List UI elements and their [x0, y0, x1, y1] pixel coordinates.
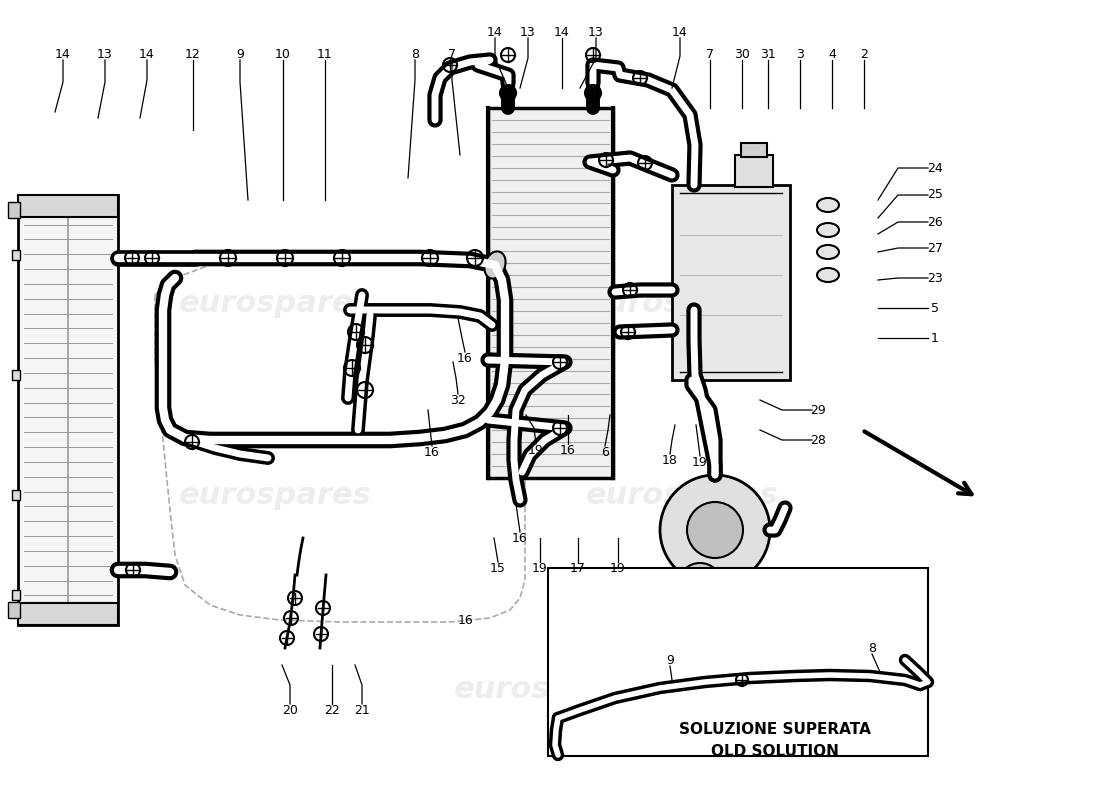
Text: 3: 3 — [796, 47, 804, 61]
Text: 16: 16 — [458, 351, 473, 365]
Circle shape — [660, 475, 770, 585]
Text: 28: 28 — [810, 434, 826, 446]
Text: 5: 5 — [931, 302, 939, 314]
Circle shape — [678, 563, 722, 607]
Text: 21: 21 — [354, 703, 370, 717]
Text: 4: 4 — [828, 47, 836, 61]
Text: 30: 30 — [734, 47, 750, 61]
Text: 23: 23 — [927, 271, 943, 285]
Bar — [548, 568, 928, 756]
Text: OLD SOLUTION: OLD SOLUTION — [711, 745, 839, 759]
Text: 11: 11 — [317, 47, 333, 61]
Text: eurospares: eurospares — [585, 290, 779, 318]
Ellipse shape — [484, 251, 506, 278]
Ellipse shape — [817, 223, 839, 237]
Bar — [12, 250, 20, 260]
Text: 14: 14 — [672, 26, 688, 38]
Text: 29: 29 — [810, 403, 826, 417]
Text: 26: 26 — [927, 215, 943, 229]
Text: 17: 17 — [570, 562, 586, 574]
Bar — [741, 143, 767, 157]
Ellipse shape — [817, 268, 839, 282]
Bar — [12, 370, 20, 380]
Text: 12: 12 — [185, 47, 201, 61]
Text: 9: 9 — [236, 47, 244, 61]
Text: 8: 8 — [411, 47, 419, 61]
Text: 14: 14 — [139, 47, 155, 61]
Text: 14: 14 — [487, 26, 503, 38]
Text: 19: 19 — [692, 455, 708, 469]
Text: 18: 18 — [662, 454, 678, 466]
Text: 13: 13 — [520, 26, 536, 38]
Text: 20: 20 — [282, 703, 298, 717]
Text: 13: 13 — [97, 47, 113, 61]
Text: 32: 32 — [450, 394, 466, 406]
Text: 31: 31 — [760, 47, 775, 61]
Bar — [8, 602, 20, 618]
Bar — [18, 195, 118, 625]
Ellipse shape — [817, 245, 839, 259]
Text: 25: 25 — [927, 189, 943, 202]
Text: 24: 24 — [927, 162, 943, 174]
Text: 16: 16 — [513, 531, 528, 545]
Text: 16: 16 — [560, 443, 576, 457]
Bar — [18, 603, 118, 625]
Text: 7: 7 — [706, 47, 714, 61]
Text: 14: 14 — [55, 47, 70, 61]
Bar — [8, 202, 20, 218]
Text: 19: 19 — [532, 562, 548, 574]
Bar — [488, 108, 613, 478]
Text: 19: 19 — [528, 443, 543, 457]
Text: eurospares: eurospares — [178, 482, 372, 510]
Circle shape — [688, 502, 742, 558]
Text: 19: 19 — [610, 562, 626, 574]
Text: 13: 13 — [588, 26, 604, 38]
Text: eurospares: eurospares — [178, 290, 372, 318]
Circle shape — [707, 572, 743, 608]
Text: 16: 16 — [458, 614, 474, 626]
Text: 9: 9 — [667, 654, 674, 666]
Text: 16: 16 — [425, 446, 440, 458]
Bar — [12, 590, 20, 600]
Text: 6: 6 — [601, 446, 609, 458]
Text: 27: 27 — [927, 242, 943, 254]
Bar — [12, 490, 20, 500]
Bar — [735, 155, 773, 187]
Text: 8: 8 — [868, 642, 876, 654]
Text: 22: 22 — [324, 703, 340, 717]
Text: SOLUZIONE SUPERATA: SOLUZIONE SUPERATA — [679, 722, 871, 738]
Text: 2: 2 — [860, 47, 868, 61]
Text: 10: 10 — [275, 47, 290, 61]
Ellipse shape — [817, 198, 839, 212]
Text: eurospares: eurospares — [453, 675, 647, 705]
Text: 7: 7 — [448, 47, 456, 61]
Bar — [672, 185, 790, 380]
Text: eurospares: eurospares — [585, 482, 779, 510]
Text: 1: 1 — [931, 331, 939, 345]
Text: 14: 14 — [554, 26, 570, 38]
Bar — [18, 195, 118, 217]
Text: 15: 15 — [491, 562, 506, 574]
